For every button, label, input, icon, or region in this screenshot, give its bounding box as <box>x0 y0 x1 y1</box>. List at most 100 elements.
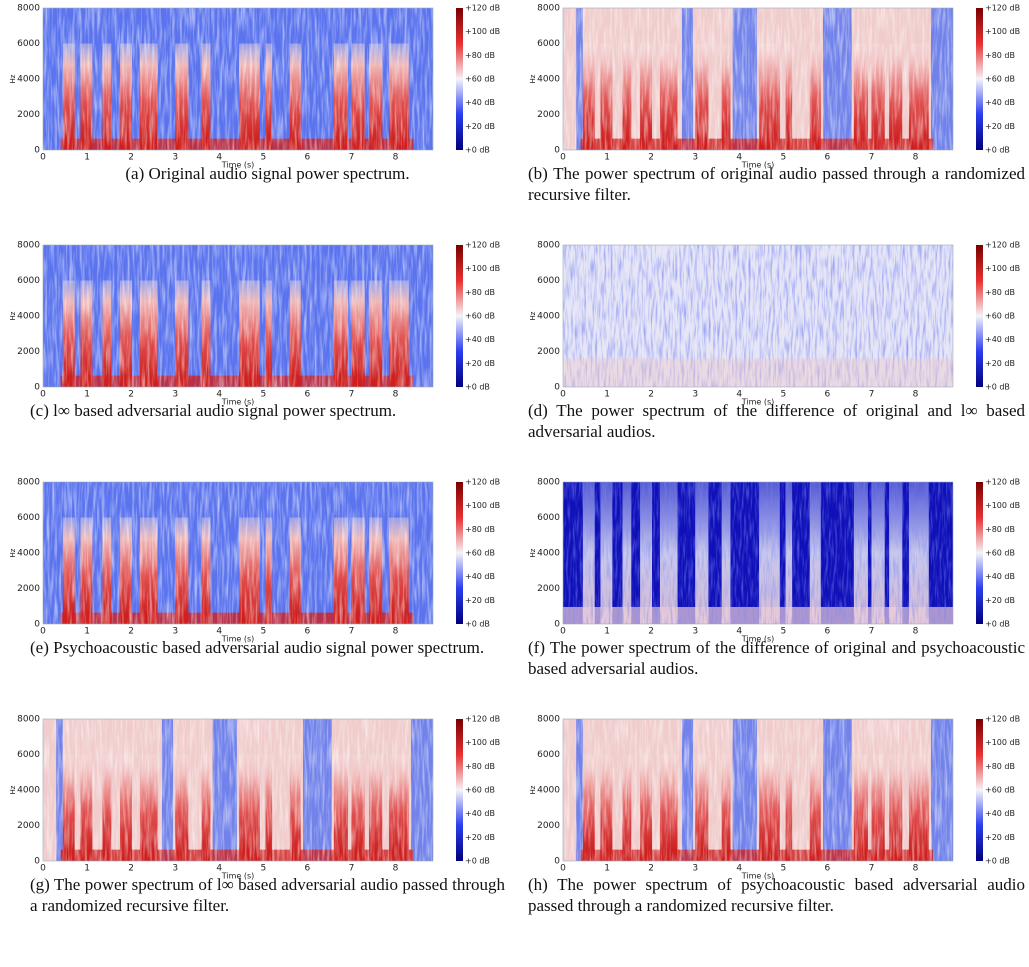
y-tick-label: 6000 <box>537 513 560 523</box>
colorbar-label: +100 dB <box>985 264 1020 273</box>
y-tick-label: 6000 <box>17 750 40 760</box>
y-axis-label: Hz <box>529 785 537 794</box>
colorbar-label: +100 dB <box>985 501 1020 510</box>
colorbar-label: +120 dB <box>465 715 500 724</box>
colorbar-label: +120 dB <box>465 4 500 13</box>
y-tick-label: 8000 <box>17 715 40 725</box>
y-tick-label: 4000 <box>17 786 40 796</box>
colorbar-label: +120 dB <box>985 241 1020 250</box>
colorbar-label: +0 dB <box>985 146 1010 155</box>
colorbar-label: +100 dB <box>465 27 500 36</box>
caption: (c) l∞ based adversarial audio signal po… <box>30 400 505 421</box>
x-tick-label: 4 <box>736 390 742 400</box>
x-tick-label: 8 <box>393 153 399 163</box>
caption: (a) Original audio signal power spectrum… <box>30 163 505 184</box>
plot-frame <box>562 718 954 862</box>
y-tick-label: 0 <box>34 146 40 156</box>
caption-text: The power spectrum of the difference of … <box>528 401 1025 441</box>
colorbar-label: +60 dB <box>985 786 1015 795</box>
y-tick-label: 4000 <box>17 75 40 85</box>
x-tick-label: 0 <box>40 864 46 874</box>
y-tick-label: 0 <box>34 857 40 867</box>
x-tick-label: 6 <box>305 153 311 163</box>
y-tick-label: 6000 <box>537 276 560 286</box>
texture <box>43 8 433 150</box>
caption-label: (c) <box>30 401 49 420</box>
x-tick-label: 0 <box>40 390 46 400</box>
low-band <box>563 358 953 387</box>
colorbar-label: +100 dB <box>985 27 1020 36</box>
x-tick-label: 1 <box>84 627 90 637</box>
x-tick-label: 1 <box>604 864 610 874</box>
colorbar-label: +100 dB <box>465 501 500 510</box>
x-tick-label: 7 <box>349 627 355 637</box>
caption-label: (d) <box>528 401 548 420</box>
caption-label: (a) <box>125 164 145 183</box>
x-tick-label: 6 <box>825 390 831 400</box>
caption-text: Original audio signal power spectrum. <box>148 164 410 183</box>
y-tick-label: 0 <box>554 857 560 867</box>
colorbar-label: +20 dB <box>985 359 1015 368</box>
colorbar <box>456 245 463 387</box>
texture <box>43 719 433 861</box>
x-tick-label: 6 <box>825 627 831 637</box>
colorbar-label: +60 dB <box>465 75 495 84</box>
y-axis-label: Hz <box>9 311 17 320</box>
x-tick-label: 4 <box>736 627 742 637</box>
y-tick-label: 0 <box>34 383 40 393</box>
y-tick-label: 4000 <box>537 75 560 85</box>
colorbar-label: +100 dB <box>465 738 500 747</box>
y-tick-label: 6000 <box>537 39 560 49</box>
x-tick-label: 3 <box>172 390 178 400</box>
y-axis-label: Hz <box>9 548 17 557</box>
x-tick-label: 5 <box>780 390 786 400</box>
x-tick-label: 8 <box>393 390 399 400</box>
y-tick-label: 6000 <box>537 750 560 760</box>
x-tick-label: 5 <box>780 153 786 163</box>
y-tick-label: 4000 <box>537 549 560 559</box>
colorbar-label: +0 dB <box>465 857 490 866</box>
x-tick-label: 2 <box>128 153 134 163</box>
colorbar-label: +100 dB <box>985 738 1020 747</box>
x-axis-label: Time (s) <box>741 872 775 881</box>
x-tick-label: 2 <box>128 864 134 874</box>
y-tick-label: 0 <box>554 383 560 393</box>
x-tick-label: 8 <box>913 627 919 637</box>
caption: (h) The power spectrum of psychoacoustic… <box>528 874 1025 916</box>
texture <box>563 719 953 861</box>
x-tick-label: 5 <box>780 627 786 637</box>
x-tick-label: 0 <box>560 153 566 163</box>
x-tick-label: 7 <box>349 153 355 163</box>
y-tick-label: 6000 <box>17 39 40 49</box>
x-tick-label: 2 <box>648 864 654 874</box>
x-tick-label: 0 <box>40 153 46 163</box>
colorbar-label: +80 dB <box>465 762 495 771</box>
colorbar-label: +0 dB <box>985 383 1010 392</box>
y-tick-label: 0 <box>554 620 560 630</box>
x-tick-label: 3 <box>692 864 698 874</box>
x-tick-label: 6 <box>305 864 311 874</box>
y-tick-label: 0 <box>554 146 560 156</box>
colorbar-label: +60 dB <box>985 75 1015 84</box>
x-tick-label: 2 <box>128 627 134 637</box>
caption-text: The power spectrum of psychoacoustic bas… <box>528 875 1025 915</box>
x-tick-label: 4 <box>216 627 222 637</box>
x-tick-label: 8 <box>913 390 919 400</box>
x-tick-label: 1 <box>604 390 610 400</box>
colorbar <box>976 719 983 861</box>
y-tick-label: 4000 <box>537 786 560 796</box>
x-tick-label: 5 <box>260 153 266 163</box>
plot-frame <box>562 7 954 151</box>
colorbar-label: +120 dB <box>985 478 1020 487</box>
x-tick-label: 2 <box>128 390 134 400</box>
x-tick-label: 8 <box>393 864 399 874</box>
x-tick-label: 5 <box>260 390 266 400</box>
colorbar-label: +60 dB <box>985 549 1015 558</box>
colorbar-label: +40 dB <box>985 572 1015 581</box>
y-tick-label: 2000 <box>17 584 40 594</box>
texture <box>563 482 953 624</box>
x-axis-label: Time (s) <box>221 635 255 644</box>
colorbar-label: +40 dB <box>985 98 1015 107</box>
x-tick-label: 6 <box>825 864 831 874</box>
x-tick-label: 1 <box>84 864 90 874</box>
